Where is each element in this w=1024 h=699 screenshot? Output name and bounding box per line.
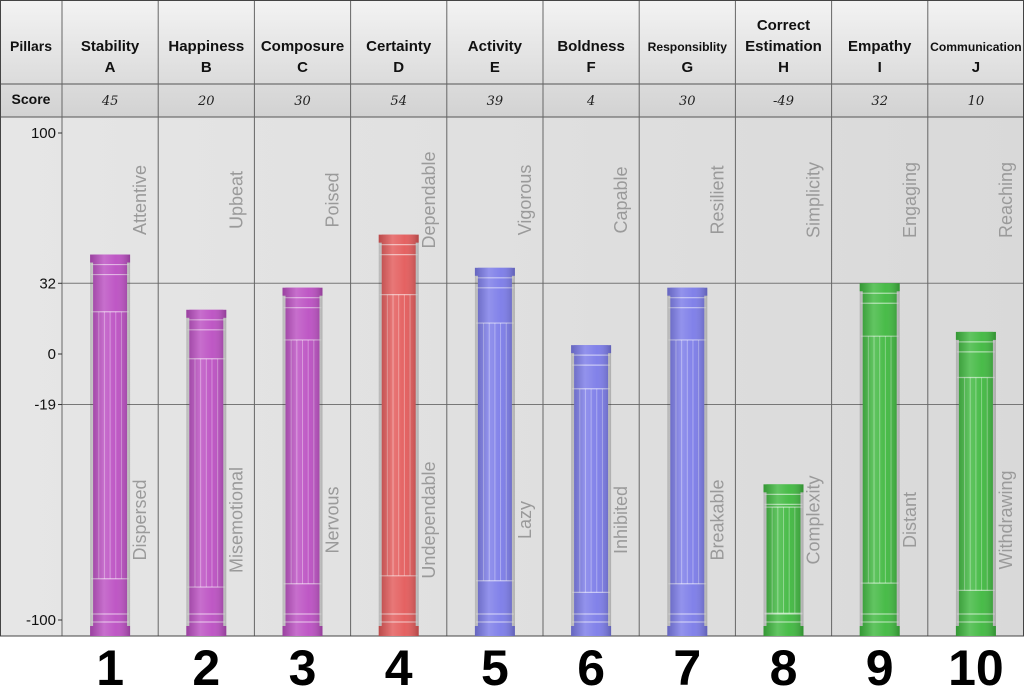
- pillar-shading: [90, 254, 131, 637]
- y-tick-label: 32: [39, 275, 56, 292]
- trait-high: Capable: [611, 166, 631, 233]
- pillar-score: 45: [101, 94, 119, 109]
- pillar-name: Empathy: [848, 38, 912, 55]
- pillar-bar: [474, 267, 515, 636]
- column-number: 6: [577, 640, 605, 696]
- pillar-shading: [859, 283, 900, 636]
- pillar-name: Certainty: [366, 38, 432, 55]
- trait-high: Poised: [323, 172, 343, 227]
- trait-low: Undependable: [419, 461, 439, 578]
- pillar-letter: A: [105, 59, 116, 76]
- pillar-bar: [186, 309, 227, 636]
- pillar-name: Activity: [468, 38, 523, 55]
- y-tick-label: -100: [26, 612, 56, 629]
- pillar-bar: [667, 287, 708, 636]
- pillar-letter: D: [393, 59, 404, 76]
- trait-high: Attentive: [130, 165, 150, 235]
- pillar-bar: [282, 287, 323, 636]
- trait-low: Complexity: [804, 475, 824, 564]
- trait-high: Simplicity: [804, 162, 824, 238]
- header-row: Pillars Stability A Happiness B Composure C Cer…: [10, 17, 1022, 76]
- pillar-name: Correct: [757, 17, 810, 34]
- pillar-letter: B: [201, 59, 212, 76]
- pillar-letter: H: [778, 59, 789, 76]
- y-tick-label: 0: [48, 346, 56, 363]
- pillar-score: 20: [197, 94, 215, 109]
- pillar-name: Communication: [930, 40, 1022, 54]
- column-number: 10: [948, 640, 1004, 696]
- pillar-bar: [955, 331, 996, 636]
- y-tick-label: 100: [31, 125, 56, 142]
- trait-high: Engaging: [900, 162, 920, 238]
- pillar-letter: F: [587, 59, 596, 76]
- score-label: Score: [12, 91, 51, 107]
- pillar-bar: [859, 283, 900, 636]
- pillar-bar: [571, 345, 612, 636]
- trait-low: Nervous: [323, 486, 343, 553]
- column-number: 2: [192, 640, 220, 696]
- column-numbers: 1 2 3 4 5 6 7 8 9 10: [96, 640, 1004, 696]
- pillar-name: Stability: [81, 38, 140, 55]
- trait-low: Breakable: [707, 479, 727, 560]
- pillar-shading: [955, 331, 996, 636]
- pillar-score: 4: [586, 94, 595, 109]
- pillar-score: 39: [487, 94, 504, 109]
- pillar-score: 30: [294, 94, 311, 109]
- y-axis: 100 32 0 -19 -100: [26, 125, 62, 629]
- pillar-letter: E: [490, 59, 500, 76]
- pillar-name: Boldness: [557, 38, 625, 55]
- trait-low: Distant: [900, 492, 920, 548]
- column-number: 9: [866, 640, 894, 696]
- pillar-name: Responsiblity: [648, 40, 728, 54]
- pillar-shading: [282, 287, 323, 636]
- header-label: Pillars: [10, 38, 52, 54]
- pillar-score: 54: [390, 94, 407, 109]
- column-number: 3: [289, 640, 317, 696]
- pillar-letter: J: [972, 59, 980, 76]
- pillar-bar: [763, 484, 804, 636]
- column-number: 1: [96, 640, 124, 696]
- pillar-name: Estimation: [745, 38, 822, 55]
- pillar-score: -49: [773, 94, 794, 109]
- trait-labels: Attentive Dispersed Upbeat Misemotional Pois…: [130, 151, 1016, 578]
- pillars: [90, 234, 996, 637]
- y-tick-label: -19: [34, 397, 56, 414]
- trait-low: Inhibited: [611, 486, 631, 554]
- pillar-score: 30: [679, 94, 696, 109]
- score-row: Score 45 20 30 54 39 4 30 -49 32 10: [12, 91, 985, 109]
- pillar-name: Happiness: [168, 38, 244, 55]
- column-number: 5: [481, 640, 509, 696]
- trait-high: Dependable: [419, 151, 439, 248]
- pillar-score: 10: [968, 94, 985, 109]
- trait-high: Reaching: [996, 162, 1016, 238]
- pillar-score: 32: [871, 94, 888, 109]
- trait-low: Withdrawing: [996, 470, 1016, 569]
- header-background: [0, 0, 1024, 117]
- trait-low: Lazy: [515, 501, 535, 539]
- trait-high: Vigorous: [515, 165, 535, 236]
- trait-low: Misemotional: [226, 467, 246, 573]
- footer-background: [0, 636, 1024, 699]
- column-number: 8: [770, 640, 798, 696]
- trait-high: Resilient: [707, 165, 727, 234]
- pillar-shading: [667, 287, 708, 636]
- pillar-shading: [474, 267, 515, 636]
- column-number: 7: [673, 640, 701, 696]
- pillar-name: Composure: [261, 38, 344, 55]
- pillar-bar: [378, 234, 419, 636]
- trait-high: Upbeat: [226, 171, 246, 229]
- pillar-letter: G: [681, 59, 693, 76]
- pillar-letter: I: [878, 59, 882, 76]
- column-number: 4: [385, 640, 413, 696]
- pillar-shading: [378, 234, 419, 636]
- pillar-shading: [763, 484, 804, 636]
- pillar-bar: [90, 254, 131, 637]
- pillar-shading: [186, 309, 227, 636]
- pillar-shading: [571, 345, 612, 636]
- trait-low: Dispersed: [130, 479, 150, 560]
- pillar-letter: C: [297, 59, 308, 76]
